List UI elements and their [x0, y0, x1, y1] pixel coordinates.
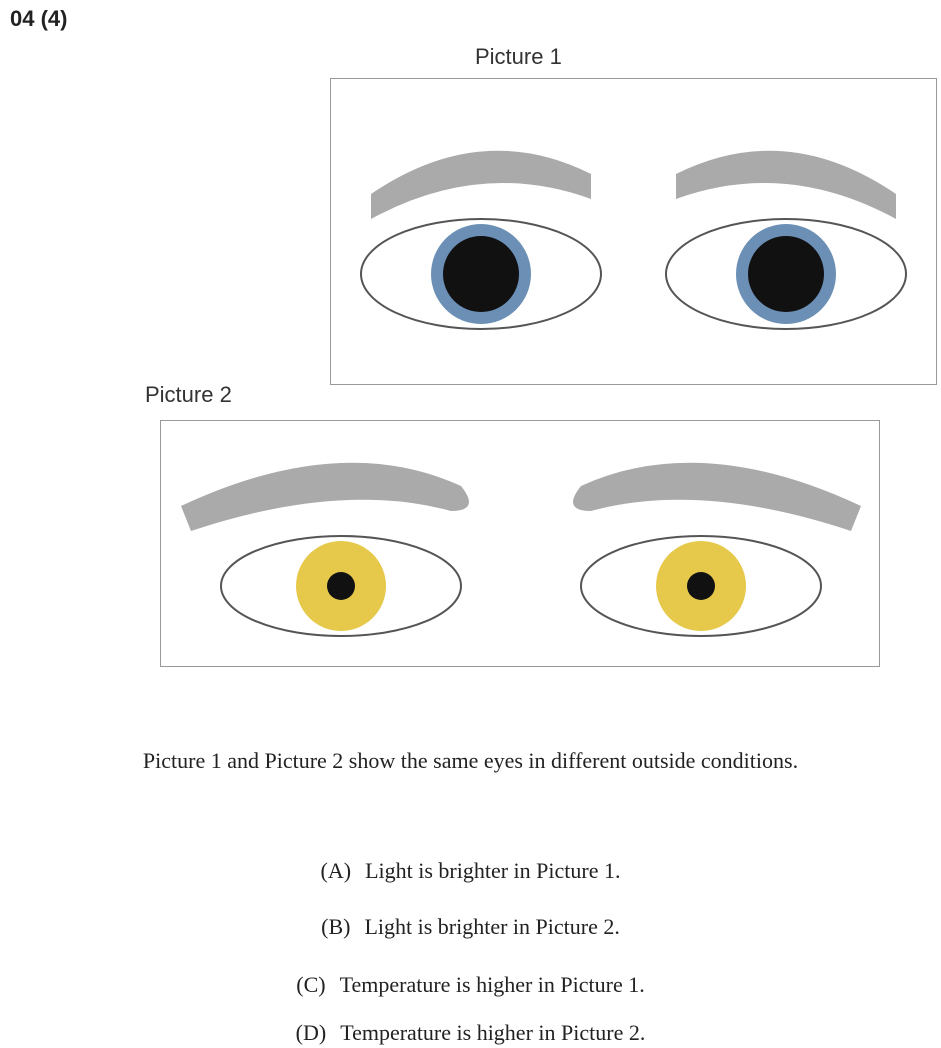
- eye: [181, 463, 469, 636]
- option-text: Temperature is higher in Picture 1.: [340, 972, 645, 997]
- eye: [666, 151, 906, 329]
- picture-label: Picture 2: [145, 382, 232, 408]
- option[interactable]: (D) Temperature is higher in Picture 2.: [0, 1020, 941, 1046]
- option[interactable]: (C) Temperature is higher in Picture 1.: [0, 972, 941, 998]
- option-letter: (D): [296, 1020, 327, 1045]
- option-text: Light is brighter in Picture 2.: [364, 914, 619, 939]
- option-letter: (B): [321, 914, 350, 939]
- option[interactable]: (A) Light is brighter in Picture 1.: [0, 858, 941, 884]
- option-text: Light is brighter in Picture 1.: [365, 858, 620, 883]
- picture-box: [160, 420, 880, 667]
- picture-box: [330, 78, 937, 385]
- question-text: Picture 1 and Picture 2 show the same ey…: [0, 748, 941, 774]
- option[interactable]: (B) Light is brighter in Picture 2.: [0, 914, 941, 940]
- option-text: Temperature is higher in Picture 2.: [340, 1020, 645, 1045]
- eye: [361, 151, 601, 329]
- page: 04 (4) Picture 1 Picture 2: [0, 0, 941, 1048]
- eyes-picture: [161, 421, 879, 666]
- eye: [573, 463, 861, 636]
- eyes-picture: [331, 79, 936, 384]
- option-letter: (A): [321, 858, 352, 883]
- header-title: 04 (4): [10, 6, 67, 32]
- option-letter: (C): [296, 972, 325, 997]
- picture-label: Picture 1: [475, 44, 562, 70]
